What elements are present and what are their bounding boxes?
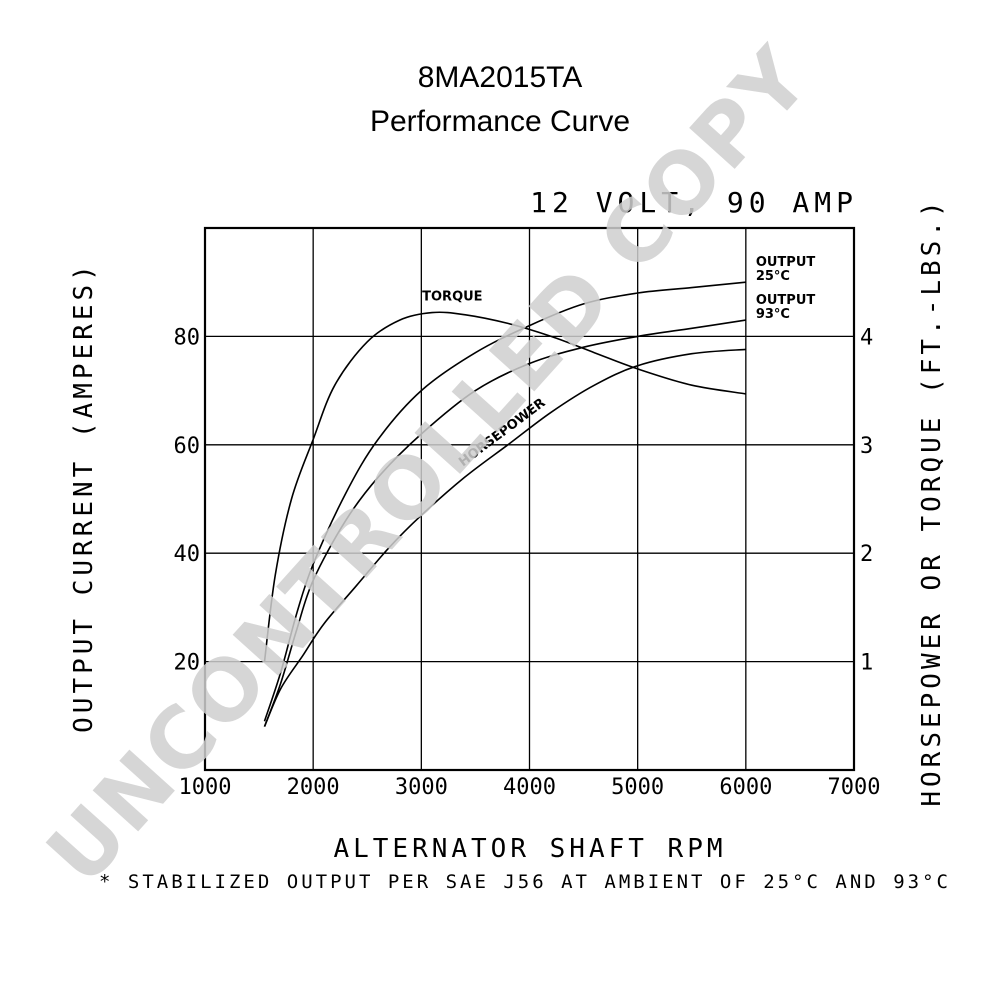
series-line-output-25c [263, 281, 746, 722]
plot-border [203, 226, 856, 772]
x-tick-label-6000: 6000 [719, 775, 772, 800]
series-line-torque [263, 311, 746, 662]
y-right-tick-label-3: 3 [860, 434, 873, 459]
curves [263, 281, 746, 727]
x-tick-label-2000: 2000 [287, 775, 340, 800]
chart-title: 8MA2015TA [418, 61, 583, 94]
x-tick-label-3000: 3000 [395, 775, 448, 800]
curve-label-line: TORQUE [422, 290, 482, 305]
curve-label-torque: TORQUE [422, 290, 482, 305]
curve-label-line: OUTPUT [756, 293, 816, 308]
chart-subtitle: Performance Curve [370, 105, 630, 138]
x-tick-label-7000: 7000 [828, 775, 881, 800]
y-right-tick-label-2: 2 [860, 542, 873, 567]
x-axis-title: ALTERNATOR SHAFT RPM [333, 834, 726, 864]
rating-label: 12 VOLT, 90 AMP [530, 186, 858, 219]
series-line-output-93c [263, 319, 746, 727]
y-left-tick-label-20: 20 [174, 651, 201, 676]
curve-label-line: 93°C [756, 307, 790, 322]
tick-labels: 1000 2000 3000 4000 5000 6000 7000 20 40 60 80 1 2 3 4 [174, 325, 881, 800]
y-left-tick-label-60: 60 [174, 434, 201, 459]
y-axis-left-title: OUTPUT CURRENT (AMPERES) [69, 261, 99, 733]
curve-label-line: OUTPUT [756, 255, 816, 270]
y-axis-right-title: HORSEPOWER OR TORQUE (FT.-LBS.) [917, 197, 947, 806]
footnote: * STABILIZED OUTPUT PER SAE J56 AT AMBIE… [99, 871, 951, 893]
x-tick-label-4000: 4000 [503, 775, 556, 800]
y-right-tick-label-1: 1 [860, 651, 873, 676]
y-right-tick-label-4: 4 [860, 325, 873, 350]
series-line-horsepower [263, 348, 746, 727]
watermark: UNCONTROLLED COPY [28, 28, 829, 902]
curve-label-line: 25°C [756, 269, 790, 284]
plot-frame [203, 226, 856, 772]
x-tick-label-1000: 1000 [179, 775, 232, 800]
y-left-tick-label-80: 80 [174, 325, 201, 350]
x-tick-label-5000: 5000 [611, 775, 664, 800]
grid-lines [205, 228, 854, 770]
y-left-tick-label-40: 40 [174, 542, 201, 567]
